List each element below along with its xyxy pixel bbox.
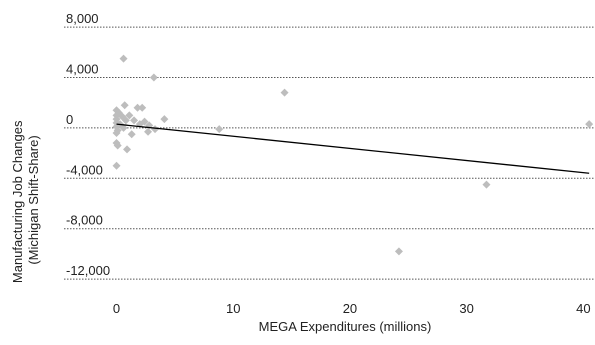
data-point [145, 121, 154, 130]
data-point [121, 116, 130, 125]
data-point [394, 247, 403, 256]
data-point [125, 111, 134, 120]
y-axis-title-line-2: (Michigan Shift-Share) [26, 135, 41, 264]
y-axis-title-line-1: Manufacturing Job Changes [10, 120, 25, 283]
data-point [160, 115, 169, 124]
x-tick-label: 20 [343, 301, 357, 316]
gridlines [64, 26, 595, 280]
data-point [119, 54, 128, 63]
data-point [144, 127, 153, 136]
y-tick-label: 8,000 [66, 11, 99, 26]
data-point [123, 145, 132, 154]
data-point [127, 130, 136, 139]
x-tick-label: 0 [113, 301, 120, 316]
data-point [215, 125, 224, 134]
x-tick-label: 30 [459, 301, 473, 316]
data-point [112, 161, 121, 170]
x-tick-label: 10 [226, 301, 240, 316]
y-tick-label: -4,000 [66, 162, 103, 177]
data-point [149, 73, 158, 82]
x-tick-labels: 0 10 20 30 40 [113, 301, 591, 316]
data-point [120, 101, 129, 110]
data-point [112, 128, 121, 137]
data-point [119, 123, 128, 132]
data-point [151, 125, 160, 134]
x-axis-title: MEGA Expenditures (millions) [259, 319, 432, 334]
data-points [112, 54, 594, 256]
data-point [585, 120, 594, 129]
data-point [130, 116, 139, 125]
data-point [133, 103, 142, 112]
y-tick-label: -8,000 [66, 213, 103, 228]
data-point [280, 88, 289, 97]
data-point [138, 103, 147, 112]
y-tick-label: -12,000 [66, 263, 110, 278]
trend-line [116, 123, 590, 174]
data-point [113, 141, 122, 150]
y-tick-label: 4,000 [66, 62, 99, 77]
y-tick-labels: 8,000 4,000 0 -4,000 -8,000 -12,000 [66, 11, 110, 278]
data-point [482, 180, 491, 189]
y-tick-label: 0 [66, 112, 73, 127]
y-axis-title: Manufacturing Job Changes (Michigan Shif… [10, 117, 41, 283]
x-tick-label: 40 [576, 301, 590, 316]
